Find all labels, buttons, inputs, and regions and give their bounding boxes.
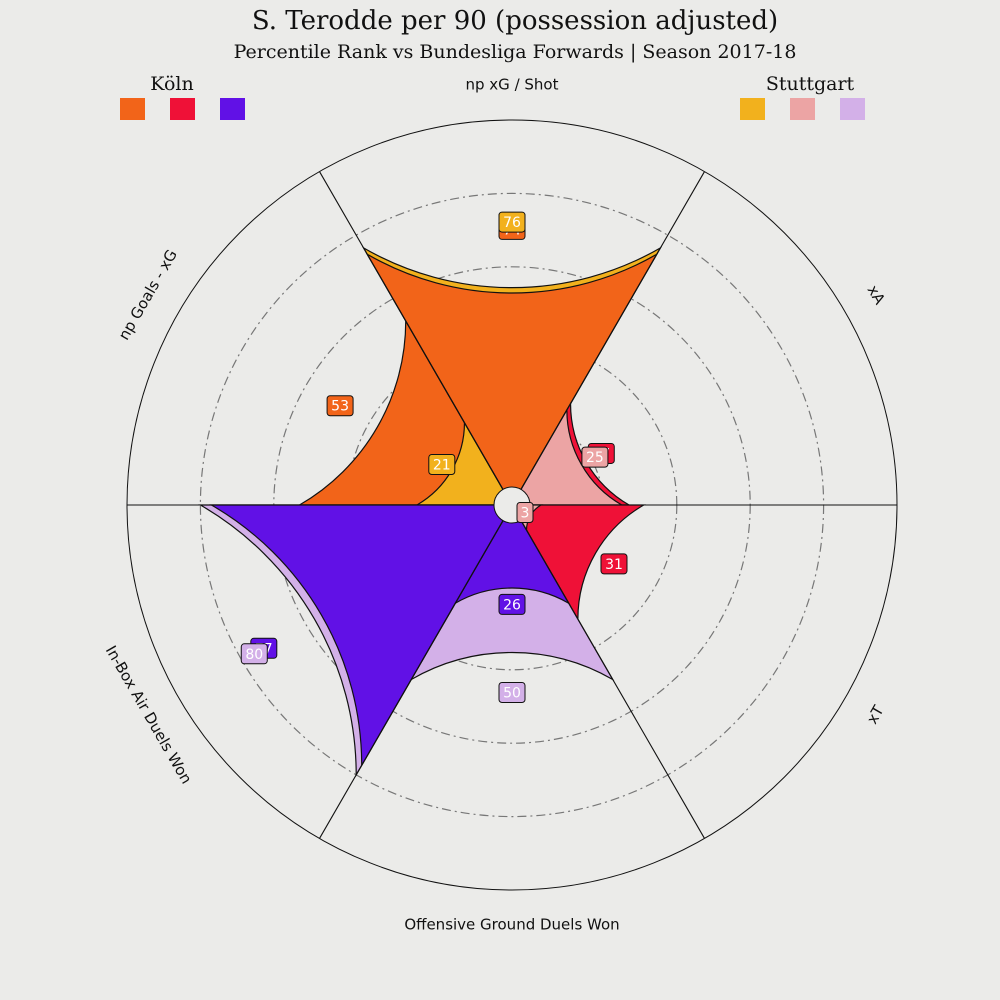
value-badge-stuttgart-np-goals-xg xyxy=(428,453,456,475)
legend-label-stuttgart: Stuttgart xyxy=(766,73,855,95)
param-label-xt: xT xyxy=(863,702,888,727)
polar-plot: np Goals - xG np xG / Shot xA xT Offensive G… xyxy=(102,76,898,934)
value-label-stuttgart-offensive-ground-duels-won: 50 xyxy=(503,686,521,702)
legend-swatch-stuttgart-1 xyxy=(740,98,765,120)
legend-label-koln: Köln xyxy=(150,73,193,95)
chart-subtitle: Percentile Rank vs Bundesliga Forwards |… xyxy=(234,41,797,63)
legend-swatch-koln-2 xyxy=(170,98,195,120)
param-label-offensive-ground-duels-won: Offensive Ground Duels Won xyxy=(404,916,619,934)
value-label-stuttgart-np-xg-shot: 76 xyxy=(503,215,521,231)
value-badge-stuttgart-xt xyxy=(516,502,534,524)
value-label-k-ln-xt: 31 xyxy=(605,557,623,573)
legend-swatch-koln-3 xyxy=(220,98,245,120)
chart-title: S. Terodde per 90 (possession adjusted) xyxy=(252,6,778,36)
value-badge-stuttgart-offensive-ground-duels-won xyxy=(498,682,526,703)
sector-divider xyxy=(319,171,504,490)
legend-swatch-stuttgart-3 xyxy=(840,98,865,120)
param-label-np-xg-shot: np xG / Shot xyxy=(466,76,559,94)
legend-swatch-koln-1 xyxy=(120,98,145,120)
legend-swatch-stuttgart-2 xyxy=(790,98,815,120)
value-label-stuttgart-np-goals-xg: 21 xyxy=(433,457,451,473)
sector-divider xyxy=(520,171,705,490)
value-label-stuttgart-in-box-air-duels-won: 80 xyxy=(245,647,263,663)
value-badge-k-ln-np-goals-xg xyxy=(326,395,354,417)
param-label-in-box-air-duels-won: In-Box Air Duels Won xyxy=(102,642,196,787)
sector-divider xyxy=(520,520,705,839)
param-label-xa: xA xyxy=(864,282,890,308)
value-badge-k-ln-offensive-ground-duels-won xyxy=(498,593,526,615)
value-label-stuttgart-xa: 25 xyxy=(586,450,604,466)
param-label-np-goals-xg: np Goals - xG xyxy=(115,246,181,343)
value-badge-stuttgart-np-xg-shot xyxy=(498,211,526,233)
value-label-k-ln-np-goals-xg: 53 xyxy=(331,399,349,415)
value-label-stuttgart-xt: 3 xyxy=(521,506,530,522)
value-badge-stuttgart-xa xyxy=(581,446,609,468)
value-badge-stuttgart-in-box-air-duels-won xyxy=(240,643,268,665)
sector-divider xyxy=(319,520,504,839)
value-label-k-ln-offensive-ground-duels-won: 26 xyxy=(503,597,521,613)
value-badge-k-ln-xt xyxy=(600,553,628,575)
